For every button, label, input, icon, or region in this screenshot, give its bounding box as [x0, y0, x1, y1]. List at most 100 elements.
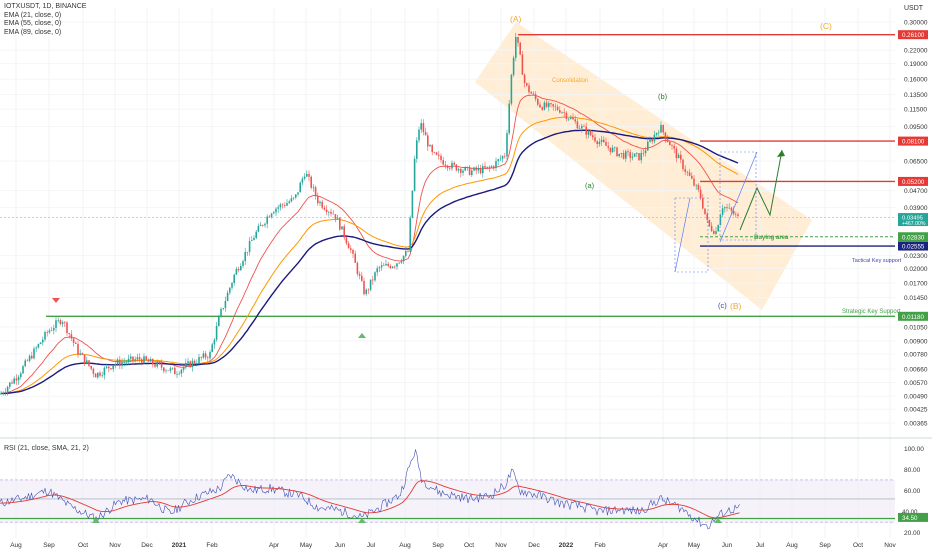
candle-body	[46, 332, 48, 333]
candle-body	[103, 367, 106, 376]
time-axis-label: Sep	[43, 542, 55, 549]
buy-marker[interactable]	[358, 333, 366, 338]
time-axis-label: Jul	[367, 542, 376, 549]
candle-body	[383, 265, 385, 266]
current-price-change-text: +467.00%	[902, 221, 926, 227]
price-axis-tick: 0.16000	[904, 77, 928, 84]
candle-body	[130, 356, 132, 359]
rsi-legend[interactable]: RSI (21, close, SMA, 21, 2)	[4, 445, 89, 452]
candle-body	[449, 168, 451, 169]
rsi-buy-marker-3[interactable]	[714, 518, 722, 523]
candle-body	[581, 126, 583, 129]
measure-line[interactable]	[719, 151, 758, 243]
candle-body	[209, 351, 211, 359]
wave-label-b: (b)	[658, 92, 668, 101]
price-axis-tick: 0.00365	[904, 421, 928, 428]
candle-body	[277, 207, 279, 209]
candle-body	[550, 103, 552, 105]
sell-marker[interactable]	[52, 298, 60, 303]
candle-body	[317, 196, 319, 204]
candle-body	[594, 137, 596, 142]
candle-body	[574, 119, 576, 122]
candle-body	[431, 145, 433, 153]
candle-body	[726, 207, 728, 209]
wave-label-C: (C)	[820, 21, 832, 31]
ema21-line[interactable]	[1, 94, 739, 394]
ema21-label[interactable]: EMA (21, close, 0)	[4, 11, 62, 19]
candle-body	[512, 57, 515, 75]
rsi-sma-line[interactable]	[0, 480, 740, 519]
time-axis-label: Nov	[109, 542, 121, 549]
candle-body	[88, 360, 90, 366]
candle-body	[44, 332, 46, 340]
candle-body	[418, 129, 420, 141]
candle-body	[728, 207, 730, 209]
candle-body	[68, 333, 70, 334]
measure-box[interactable]	[719, 151, 757, 241]
time-axis-label: Oct	[464, 542, 474, 549]
price-axis-tick: 0.00780	[904, 351, 928, 358]
candle-body	[235, 268, 238, 275]
candle-body	[424, 131, 427, 136]
candle-body	[706, 214, 708, 220]
measure-line-left[interactable]	[674, 197, 691, 273]
measure-box-left[interactable]	[674, 197, 709, 273]
candle-body	[53, 327, 55, 331]
candle-body	[534, 94, 537, 100]
candle-body	[101, 375, 103, 376]
candle-body	[176, 373, 178, 375]
candle-body	[75, 342, 77, 344]
candle-body	[391, 266, 394, 269]
time-axis-label: Dec	[141, 542, 153, 549]
candle-body	[545, 102, 548, 107]
candle-body	[94, 373, 97, 378]
candle-body	[204, 353, 207, 358]
wave-label-B: (B)	[730, 301, 742, 311]
time-axis-label: Feb	[206, 542, 218, 549]
candle-body	[163, 367, 165, 372]
candle-body	[70, 333, 73, 339]
candle-body	[662, 125, 664, 133]
ema55-label[interactable]: EMA (55, close, 0)	[4, 20, 62, 27]
time-axis-label: Aug	[399, 542, 411, 549]
candle-body	[644, 150, 647, 154]
rsi-buy-marker-2[interactable]	[358, 518, 366, 523]
projection-path[interactable]	[739, 149, 783, 231]
time-axis-label: Jun	[335, 542, 346, 549]
candle-body	[229, 287, 231, 293]
candle-body	[649, 139, 651, 142]
candle-body	[306, 173, 308, 177]
ema55-line[interactable]	[1, 116, 739, 394]
candle-body	[189, 361, 191, 368]
candle-body	[352, 249, 354, 254]
ema89-line[interactable]	[1, 129, 739, 395]
candle-body	[642, 153, 645, 154]
symbol-label[interactable]: IOTXUSDT, 1D, BINANCE	[4, 3, 87, 10]
price-level-tag	[898, 136, 928, 146]
price-axis-tick: 0.01700	[904, 281, 928, 288]
candle-body	[405, 251, 407, 256]
candle-body	[539, 104, 541, 108]
ema89-label[interactable]: EMA (89, close, 0)	[4, 28, 62, 36]
price-axis-tick: 0.22000	[904, 48, 928, 55]
rsi-buy-marker-1[interactable]	[92, 518, 100, 523]
candle-body	[81, 353, 84, 355]
descending-channel[interactable]	[475, 22, 812, 310]
candle-body	[347, 243, 350, 249]
rsi-axis-tick: 20.00	[904, 530, 921, 537]
candle-body	[497, 159, 499, 162]
candle-body	[185, 362, 187, 368]
candle-body	[655, 132, 658, 135]
rsi-line[interactable]	[0, 448, 740, 530]
candle-body	[174, 367, 176, 375]
candle-body	[367, 289, 370, 291]
candle-body	[143, 356, 145, 364]
candle-body	[515, 36, 517, 58]
candle-body	[20, 373, 22, 378]
candle-body	[86, 360, 88, 364]
candle-body	[336, 217, 339, 219]
candle-body	[297, 192, 299, 195]
candle-body	[332, 213, 334, 215]
candle-body	[13, 378, 15, 384]
